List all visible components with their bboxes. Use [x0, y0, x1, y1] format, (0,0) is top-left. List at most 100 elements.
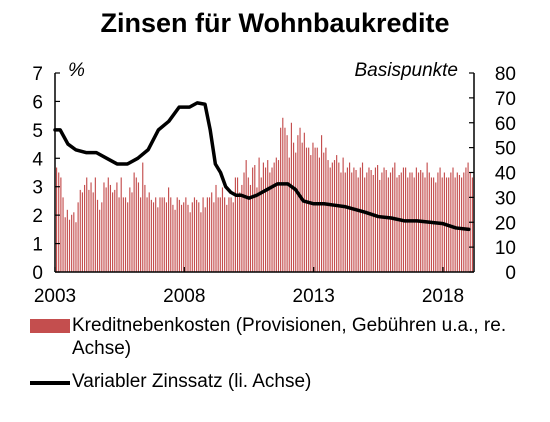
bar — [79, 189, 81, 272]
bar — [146, 197, 148, 273]
right-axis-tick-label: 80 — [495, 64, 516, 85]
bar — [211, 192, 213, 272]
bar — [258, 157, 260, 272]
line-zinssatz — [53, 101, 471, 232]
bar — [357, 177, 359, 272]
bar — [430, 177, 433, 272]
bar — [105, 187, 107, 272]
bar — [264, 167, 267, 272]
right-axis-tick-label: 70 — [495, 89, 516, 110]
bar — [122, 197, 124, 273]
x-axis-tick-label: 2008 — [163, 286, 205, 307]
bar — [349, 162, 351, 272]
left-axis-tick-label: 5 — [32, 121, 43, 142]
bar — [243, 172, 245, 272]
bar — [454, 177, 456, 272]
bar — [452, 167, 454, 272]
bar — [387, 177, 389, 272]
bar — [439, 167, 441, 272]
bar — [340, 172, 342, 272]
bar — [344, 172, 346, 272]
bar — [109, 184, 112, 272]
bar — [254, 165, 256, 272]
bar — [66, 209, 68, 272]
bar — [219, 197, 221, 273]
bar — [297, 135, 299, 272]
bar — [62, 197, 64, 273]
bar — [180, 204, 183, 272]
bar — [308, 147, 310, 273]
bar — [187, 204, 189, 272]
bar — [329, 167, 331, 272]
bar — [301, 142, 303, 272]
bar — [118, 197, 120, 273]
bar — [120, 177, 122, 272]
bar — [443, 172, 445, 272]
left-axis-tick-label: 0 — [32, 263, 43, 284]
bar — [202, 197, 204, 273]
bar — [107, 177, 109, 272]
bar — [282, 117, 284, 272]
bar — [364, 177, 366, 272]
bar — [433, 177, 435, 272]
bar — [161, 197, 163, 273]
bar — [224, 197, 226, 273]
bar — [396, 177, 398, 272]
bar — [183, 202, 185, 272]
right-axis-tick-label: 0 — [505, 263, 516, 284]
bar — [361, 162, 364, 272]
bar — [247, 177, 249, 272]
bar — [260, 177, 262, 272]
bar — [351, 172, 353, 272]
bar — [131, 192, 133, 272]
bar — [81, 192, 83, 272]
bar — [165, 202, 168, 272]
bar — [189, 212, 191, 272]
bar — [140, 197, 142, 273]
bar — [68, 219, 71, 272]
bar — [385, 170, 387, 272]
bar — [101, 202, 103, 272]
left-axis-tick-label: 7 — [32, 64, 43, 85]
bar — [86, 177, 88, 272]
bar — [316, 147, 318, 273]
bar — [217, 197, 219, 273]
bar — [383, 167, 385, 272]
bar — [88, 189, 90, 272]
x-axis-tick-label: 2018 — [422, 286, 464, 307]
legend-label-line: Variabler Zinssatz (li. Achse) — [72, 371, 312, 392]
bar — [170, 197, 172, 273]
bar — [366, 172, 368, 272]
right-axis-tick-label: 10 — [495, 238, 516, 259]
bar — [71, 214, 73, 272]
bar — [112, 192, 114, 272]
bar — [172, 204, 174, 272]
bar — [137, 182, 140, 272]
bar — [232, 202, 234, 272]
left-axis-tick-label: 1 — [32, 235, 43, 256]
bar — [56, 167, 58, 272]
bar — [84, 184, 86, 272]
bar — [275, 157, 277, 272]
bar — [377, 165, 379, 272]
bar — [290, 122, 292, 272]
legend-swatch-line — [30, 381, 70, 385]
bar — [239, 192, 241, 272]
bar — [288, 157, 290, 272]
bar — [215, 184, 217, 272]
bar — [75, 222, 77, 272]
bar — [204, 207, 206, 272]
bar — [398, 174, 400, 272]
bar — [77, 202, 79, 272]
bar — [333, 160, 336, 272]
bar — [114, 189, 116, 272]
bar — [124, 197, 127, 273]
right-axis-tick-label: 30 — [495, 188, 516, 209]
bar — [284, 127, 286, 272]
left-axis-unit-label: % — [68, 60, 85, 81]
bar — [400, 172, 402, 272]
bar — [206, 197, 208, 273]
bar — [148, 192, 150, 272]
bar — [327, 160, 329, 272]
